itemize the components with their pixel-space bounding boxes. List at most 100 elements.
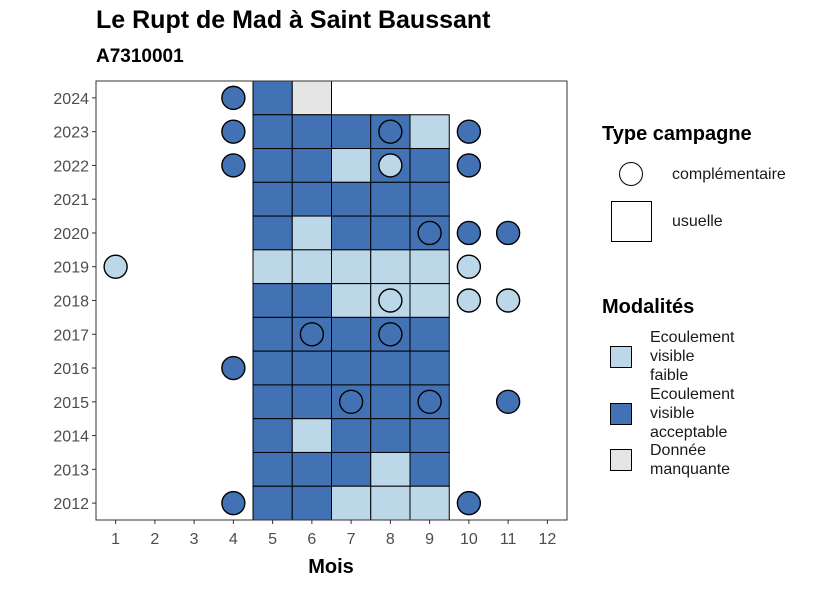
plot-circles xyxy=(103,85,521,516)
x-tick-label-9: 9 xyxy=(425,531,434,548)
legend-faible-line-2: visible xyxy=(650,348,695,365)
legend-manquante-line-2: manquante xyxy=(650,461,731,478)
point-2020-9 xyxy=(417,220,442,246)
tile-2021-5 xyxy=(252,181,293,217)
x-tick-label-4: 4 xyxy=(229,531,238,548)
tile-2019-9 xyxy=(409,249,450,285)
tile-2012-6 xyxy=(291,485,332,521)
x-tick-label-7: 7 xyxy=(347,531,356,548)
y-tick-label-2018: 2018 xyxy=(53,294,89,311)
legend-square-key xyxy=(611,201,652,242)
legend-acceptable-line-1: Ecoulement xyxy=(650,386,735,403)
point-2016-4 xyxy=(221,355,246,381)
y-tick-label-2024: 2024 xyxy=(53,91,89,108)
chart-title: Le Rupt de Mad à Saint Baussant xyxy=(96,6,491,34)
point-2022-8 xyxy=(378,153,403,178)
y-tick-label-2014: 2014 xyxy=(53,429,89,446)
tile-2013-9 xyxy=(409,451,450,487)
tile-2023-7 xyxy=(331,114,372,150)
tile-2021-8 xyxy=(370,181,411,217)
legend-complementaire-label: complémentaire xyxy=(672,166,786,183)
point-2023-10 xyxy=(456,119,482,144)
tile-2014-5 xyxy=(252,418,293,453)
point-2023-4 xyxy=(221,119,246,144)
y-tick-label-2023: 2023 xyxy=(53,125,89,142)
x-tick-label-1: 1 xyxy=(111,531,120,548)
legend-manquante-line-1: Donnée xyxy=(650,442,707,459)
plot-axes: 2012 2013 2014 2015 2016 2017 2018 2019 2020 2021… xyxy=(53,91,556,548)
tile-2020-6 xyxy=(291,215,332,251)
x-tick-label-5: 5 xyxy=(268,531,277,548)
tile-2019-5 xyxy=(252,249,293,285)
tile-2014-8 xyxy=(370,418,411,453)
point-2015-9 xyxy=(417,389,442,415)
x-axis-label: Mois xyxy=(308,556,354,578)
tile-2020-8 xyxy=(370,215,411,251)
plot-tiles xyxy=(252,80,450,521)
legend-manquante-label: Donnée manquante xyxy=(650,441,730,479)
legend-manquante-key xyxy=(610,449,632,471)
legend-acceptable-key xyxy=(610,403,632,425)
tile-2022-9 xyxy=(409,148,450,183)
tile-2020-7 xyxy=(331,215,372,251)
legend-type-title: Type campagne xyxy=(602,123,752,145)
x-tick-label-8: 8 xyxy=(386,531,395,548)
tile-2022-5 xyxy=(252,148,293,183)
tile-2021-7 xyxy=(331,181,372,217)
point-2023-8 xyxy=(378,119,403,144)
point-2022-10 xyxy=(456,153,482,178)
tile-2012-5 xyxy=(252,485,293,521)
point-2020-11 xyxy=(495,220,521,246)
legend-acceptable-line-3: acceptable xyxy=(650,424,728,441)
legend-usuelle-label: usuelle xyxy=(672,213,723,230)
legend-faible-line-1: Ecoulement xyxy=(650,329,735,346)
tile-2017-9 xyxy=(409,316,450,352)
tile-2012-9 xyxy=(409,485,450,521)
tile-2012-8 xyxy=(370,485,411,521)
tile-2017-7 xyxy=(331,316,372,352)
y-tick-label-2021: 2021 xyxy=(53,192,89,209)
tile-2018-7 xyxy=(331,283,372,318)
y-tick-label-2019: 2019 xyxy=(53,260,89,277)
tile-2014-7 xyxy=(331,418,372,453)
point-2019-1 xyxy=(103,254,128,279)
legend-faible-label: Ecoulement visible faible xyxy=(650,328,735,385)
x-tick-label-11: 11 xyxy=(500,531,517,548)
tile-2015-6 xyxy=(291,384,332,420)
tile-2022-7 xyxy=(331,148,372,183)
tile-2024-6 xyxy=(291,80,332,116)
tile-2020-5 xyxy=(252,215,293,251)
point-2022-4 xyxy=(221,153,246,178)
legend-faible-key xyxy=(610,346,632,368)
tile-2016-8 xyxy=(370,350,411,386)
point-2012-4 xyxy=(221,490,246,516)
legend-modalites-title: Modalités xyxy=(602,296,695,318)
y-tick-label-2016: 2016 xyxy=(53,361,89,378)
tile-2021-9 xyxy=(409,181,450,217)
y-tick-label-2017: 2017 xyxy=(53,327,89,344)
legend-circle-key xyxy=(619,162,643,186)
tile-2017-5 xyxy=(252,316,293,352)
point-2015-11 xyxy=(495,389,521,415)
point-2018-10 xyxy=(456,288,482,313)
point-2017-6 xyxy=(299,322,325,347)
legend-acceptable-label: Ecoulement visible acceptable xyxy=(650,385,735,442)
tile-2024-5 xyxy=(252,80,293,116)
tile-2015-8 xyxy=(370,384,411,420)
x-tick-label-12: 12 xyxy=(538,531,556,548)
tile-2021-6 xyxy=(291,181,332,217)
tile-2014-9 xyxy=(409,418,450,453)
y-tick-label-2013: 2013 xyxy=(53,462,89,479)
tile-2016-5 xyxy=(252,350,293,386)
x-tick-label-2: 2 xyxy=(150,531,159,548)
tile-2019-8 xyxy=(370,249,411,285)
chart-subtitle: A7310001 xyxy=(96,46,184,67)
y-tick-label-2015: 2015 xyxy=(53,395,89,412)
point-2020-10 xyxy=(456,220,482,246)
tile-2013-6 xyxy=(291,451,332,487)
y-tick-label-2012: 2012 xyxy=(53,496,89,513)
point-2018-11 xyxy=(495,288,521,313)
tile-2018-9 xyxy=(409,283,450,318)
tile-2018-6 xyxy=(291,283,332,318)
